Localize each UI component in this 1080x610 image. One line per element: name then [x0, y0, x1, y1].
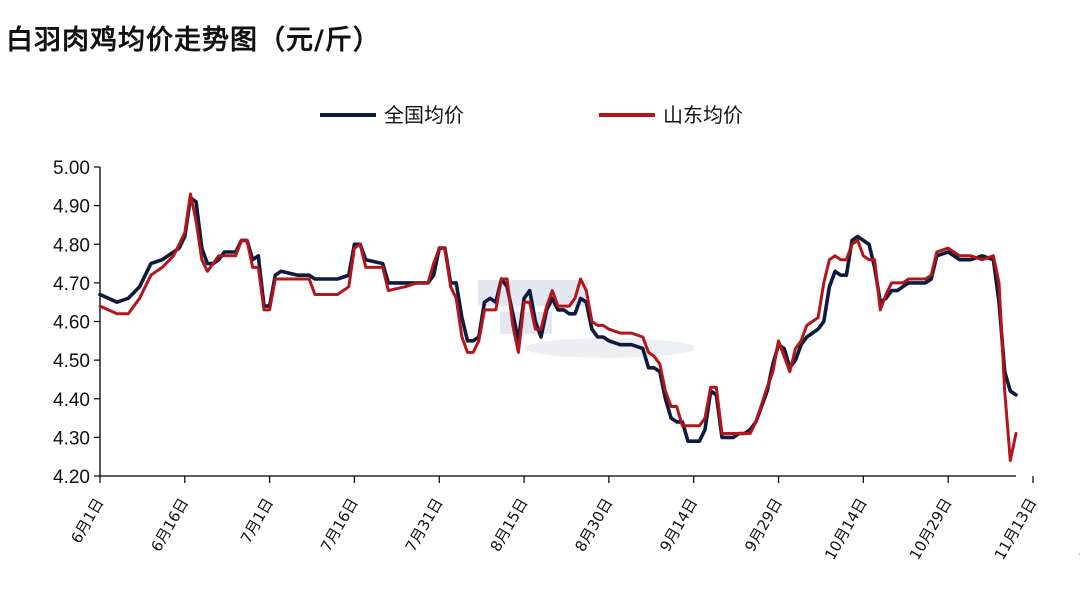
y-tick-label: 4.30 — [53, 428, 90, 449]
x-tick-label: 8月30日 — [571, 495, 616, 555]
x-axis-ticks: 6月1日 6月16日 7月1日 7月16日 7月31日 8月15日 8月30日 9月14日 9月… — [67, 476, 1080, 563]
y-tick-label: 4.20 — [53, 467, 90, 488]
legend-label-national: 全国均价 — [384, 103, 464, 127]
x-tick-label: 7月16日 — [317, 495, 362, 555]
x-tick-label: 6月16日 — [147, 495, 192, 555]
y-axis-ticks: 4.20 4.30 4.40 4.50 4.60 4.70 4.80 4.90 5.00 — [53, 158, 100, 488]
x-tick-label: 10月29日 — [906, 495, 956, 563]
x-tick-label: 8月15日 — [487, 495, 532, 555]
y-tick-label: 5.00 — [53, 158, 90, 179]
x-tick-label: 10月14日 — [821, 495, 871, 563]
y-tick-label: 4.40 — [53, 390, 90, 411]
x-tick-label: 7月1日 — [237, 495, 277, 547]
y-tick-label: 4.70 — [53, 274, 90, 295]
watermark — [478, 280, 695, 358]
legend-label-shandong: 山东均价 — [663, 103, 743, 127]
x-tick-label: 9月29日 — [741, 495, 786, 555]
chart-title: 白羽肉鸡均价走势图（元/斤） — [6, 25, 381, 56]
y-tick-label: 4.50 — [53, 351, 90, 372]
x-tick-label: 6月1日 — [67, 495, 107, 547]
x-tick-label: 7月31日 — [402, 495, 447, 555]
series-line-national — [98, 196, 1018, 444]
series-layer — [98, 192, 1018, 462]
y-tick-label: 4.80 — [53, 235, 90, 256]
legend: 全国均价 山东均价 — [320, 103, 743, 127]
x-tick-label: 9月14日 — [656, 495, 701, 555]
y-tick-label: 4.60 — [53, 313, 90, 334]
x-tick-label: 11月13日 — [991, 495, 1041, 563]
x-tick-label: 11月28日 — [1076, 495, 1080, 563]
y-tick-label: 4.90 — [53, 197, 90, 218]
series-line-shandong — [98, 192, 1018, 462]
